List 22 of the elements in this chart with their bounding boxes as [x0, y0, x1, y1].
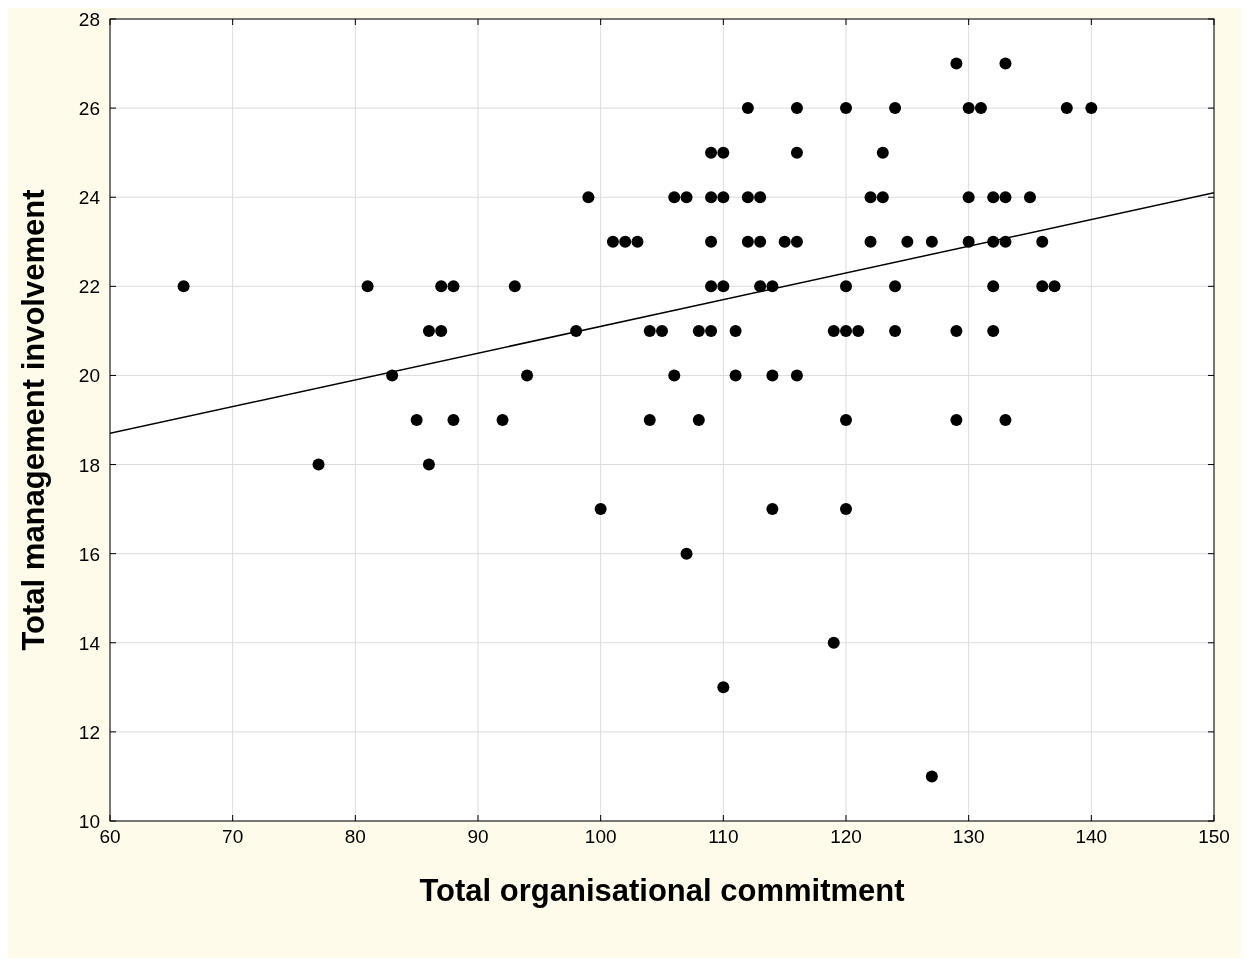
y-tick-label: 20 — [78, 365, 100, 387]
y-tick-label: 22 — [78, 276, 100, 298]
x-tick-label: 150 — [1198, 826, 1230, 847]
x-tick-label: 120 — [830, 826, 862, 847]
x-tick-label: 100 — [584, 826, 617, 847]
y-tick-label: 16 — [78, 543, 100, 565]
x-tick-label: 110 — [708, 826, 739, 847]
y-tick-label: 24 — [78, 187, 101, 209]
x-tick-label: 70 — [222, 826, 244, 847]
x-tick-label: 80 — [344, 826, 366, 847]
x-axis-title: Total organisational commitment — [419, 873, 905, 908]
y-tick-label: 14 — [78, 632, 101, 654]
x-tick-label: 60 — [99, 826, 121, 847]
y-tick-label: 12 — [78, 721, 100, 743]
y-tick-label: 26 — [78, 98, 100, 120]
y-axis-title: Total management involvement — [16, 189, 51, 651]
y-tick-label: 18 — [78, 454, 100, 476]
x-tick-label: 140 — [1075, 826, 1108, 847]
x-tick-label: 130 — [952, 826, 985, 847]
x-tick-label: 90 — [467, 826, 489, 847]
y-tick-label: 10 — [78, 811, 100, 832]
y-tick-label: 28 — [78, 9, 100, 30]
